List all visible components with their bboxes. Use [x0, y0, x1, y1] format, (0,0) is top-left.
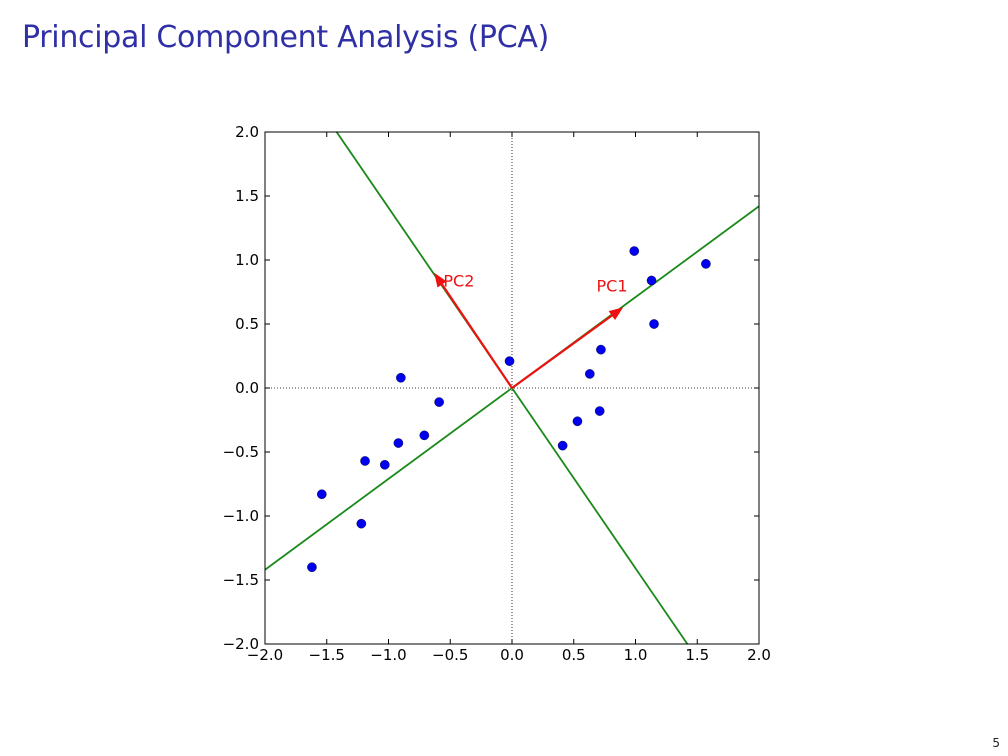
page-number: 5: [992, 736, 1000, 750]
x-tick-label: 0.5: [562, 646, 586, 664]
pc1-label: PC1: [597, 276, 628, 295]
x-tick-label: 0.0: [500, 646, 524, 664]
y-tick-label: −0.5: [223, 443, 259, 461]
y-tick-label: 2.0: [235, 123, 259, 141]
data-point-15: [596, 344, 606, 355]
x-tick-label: −1.5: [309, 646, 345, 664]
pc-vector-labels: PC1 PC2: [443, 271, 627, 295]
y-tick-label: 1.0: [235, 251, 259, 269]
data-point-1: [307, 562, 317, 573]
pc-vectors: [434, 272, 624, 389]
data-point-2: [317, 489, 327, 500]
data-point-18: [649, 319, 659, 329]
y-tick-label: −1.0: [223, 507, 259, 525]
data-point-12: [572, 416, 583, 427]
pc2-arrow-head: [434, 272, 447, 288]
y-tick-label: 0.5: [235, 315, 259, 333]
data-point-10: [504, 356, 515, 366]
data-point-8: [396, 372, 406, 383]
data-point-11: [557, 440, 568, 451]
x-tick-label: −2.0: [247, 646, 283, 664]
data-point-7: [419, 430, 430, 441]
x-tick-label: 1.0: [624, 646, 648, 664]
slide-title: Principal Component Analysis (PCA): [22, 20, 549, 55]
data-point-14: [585, 369, 595, 379]
data-point-19: [701, 259, 711, 269]
data-point-3: [356, 518, 367, 529]
pc1-arrow-head: [608, 307, 624, 321]
axis-ticks: −2.0 −1.5 −1.0 −0.5 0.0 0.5 1.0 1.5 2.0 −2.0 −1.5 −…: [223, 123, 771, 664]
data-points: [307, 246, 711, 573]
pc2-label: PC2: [443, 271, 474, 290]
pca-scatter-chart: −2.0 −1.5 −1.0 −0.5 0.0 0.5 1.0 1.5 2.0 −2.0 −1.5 −…: [223, 123, 771, 664]
x-tick-label: 1.5: [685, 646, 709, 664]
data-point-5: [379, 459, 390, 470]
data-point-13: [594, 406, 605, 416]
y-tick-label: 0.0: [235, 379, 259, 397]
y-tick-label: −1.5: [223, 571, 259, 589]
data-point-16: [629, 246, 640, 256]
y-tick-label: −2.0: [223, 635, 259, 653]
x-tick-label: −1.0: [370, 646, 406, 664]
data-point-6: [393, 438, 404, 448]
data-point-17: [646, 275, 657, 286]
data-point-9: [434, 397, 444, 407]
data-point-4: [360, 456, 370, 466]
x-tick-label: 2.0: [747, 646, 771, 664]
y-tick-label: 1.5: [235, 187, 259, 205]
pc2-arrow-shaft: [441, 283, 513, 389]
pc1-arrow-shaft: [511, 314, 613, 389]
x-tick-label: −0.5: [432, 646, 468, 664]
